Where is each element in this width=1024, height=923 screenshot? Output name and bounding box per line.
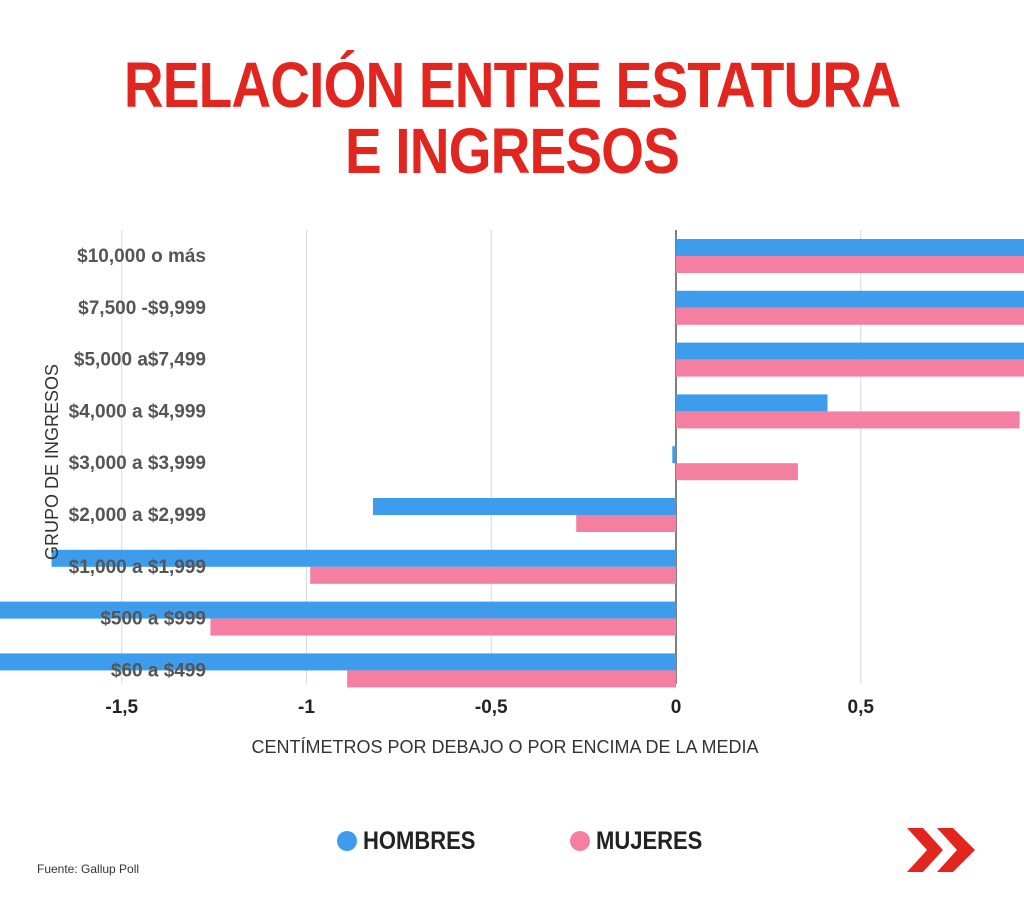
bar-hombres (672, 446, 676, 464)
bar-mujeres (347, 670, 676, 688)
category-label: $60 a $499 (111, 660, 206, 681)
x-tick-label: -1 (298, 697, 315, 718)
x-axis-label: CENTÍMETROS POR DEBAJO O POR ENCIMA DE L… (251, 737, 758, 757)
legend-mujeres-swatch (570, 831, 590, 851)
bar-hombres (0, 601, 676, 619)
chart-title: RELACIÓN ENTRE ESTATURA E INGRESOS (72, 52, 953, 184)
bar-hombres (676, 342, 1024, 360)
legend-mujeres-label: MUJERES (596, 826, 703, 855)
category-label: $7,500 -$9,999 (78, 298, 206, 319)
bar-mujeres (576, 515, 676, 532)
x-tick-label: -1,5 (105, 697, 138, 718)
bar-mujeres (210, 618, 676, 636)
bar-mujeres (676, 256, 1024, 273)
bar-hombres (373, 498, 676, 515)
bar-mujeres (676, 307, 1024, 325)
bar-mujeres (676, 411, 1020, 429)
legend-hombres-label: HOMBRES (363, 826, 476, 855)
bar-mujeres (676, 463, 798, 481)
double-chevron-icon (907, 828, 975, 872)
bar-hombres (676, 239, 1024, 256)
legend-mujeres: MUJERES (570, 826, 717, 856)
legend-hombres-swatch (337, 831, 357, 851)
category-label: $4,000 a $4,999 (69, 401, 206, 422)
legend-hombres: HOMBRES (337, 826, 491, 856)
bar-hombres (676, 290, 1024, 308)
category-label: $3,000 a $3,999 (69, 453, 206, 474)
bar-mujeres (676, 359, 1024, 377)
y-axis-label: GRUPO DE INGRESOS (42, 364, 62, 560)
category-label: $1,000 a $1,999 (69, 557, 206, 578)
bar-hombres (0, 653, 676, 671)
category-label: $5,000 a$7,499 (74, 350, 206, 371)
category-label: $2,000 a $2,999 (69, 505, 206, 526)
source-note: Fuente: Gallup Poll (37, 862, 140, 876)
category-label: $500 a $999 (100, 609, 206, 630)
category-label: $10,000 o más (77, 246, 206, 267)
title-line-2: E INGRESOS (345, 115, 680, 187)
bar-hombres (676, 394, 828, 412)
bar-hombres (51, 549, 677, 567)
title-line-1: RELACIÓN ENTRE ESTATURA (123, 49, 901, 121)
x-tick-label: 0,5 (848, 697, 875, 718)
bar-mujeres (310, 566, 676, 584)
x-tick-label: -0,5 (475, 697, 508, 718)
x-tick-label: 0 (671, 697, 682, 718)
